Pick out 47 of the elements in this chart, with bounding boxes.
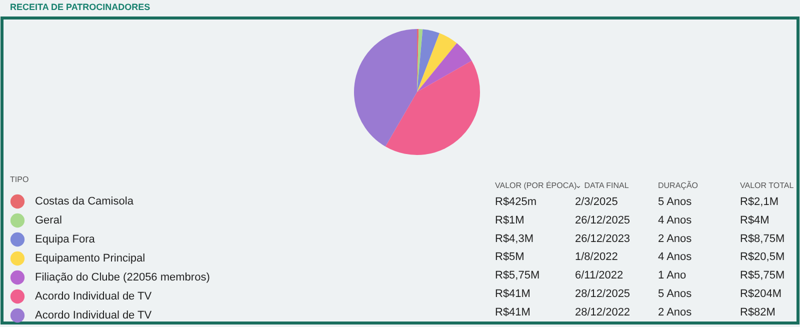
text: ⌄ DATA FINAL xyxy=(575,181,630,190)
legend-label: Equipa Fora xyxy=(35,234,96,246)
data-label: R$4,3M xyxy=(495,232,534,245)
legend-label: Costas da Camisola xyxy=(35,196,134,208)
text: 2 Anos xyxy=(658,232,692,245)
text: 6/11/2022 xyxy=(575,270,624,282)
data-label: R$5,75M xyxy=(495,270,540,282)
text: 2/3/2025 xyxy=(575,196,618,208)
text: 4 Anos xyxy=(658,251,692,264)
legend-label: Acordo Individual de TV xyxy=(35,310,152,322)
text: 2 Anos xyxy=(658,306,692,318)
chart-title: RECEITA DE PATROCINADORES xyxy=(10,2,150,12)
text: R$5,75M xyxy=(740,270,785,282)
text: R$4M xyxy=(740,214,770,226)
data-label: R$425m xyxy=(495,196,537,208)
text: 1 Ano xyxy=(658,270,686,282)
text: 4 Anos xyxy=(658,214,692,226)
text: 1/8/2022 xyxy=(575,251,618,264)
data-label: R$1M xyxy=(495,214,524,226)
pie-slice xyxy=(417,43,472,92)
legend-label: Equipamento Principal xyxy=(35,252,146,264)
text: 28/12/2022 xyxy=(575,306,630,318)
pie-slice xyxy=(417,29,440,92)
text: 26/12/2025 xyxy=(575,214,630,226)
text: 28/12/2025 xyxy=(575,288,630,300)
text: VALOR TOTAL xyxy=(740,181,794,190)
legend-label: Acordo Individual de TV xyxy=(35,290,152,302)
text: 26/12/2023 xyxy=(575,232,630,245)
text: 5 Anos xyxy=(658,288,692,300)
pie-slice xyxy=(354,29,417,146)
pie-slice xyxy=(417,29,423,92)
pie-slice xyxy=(417,33,457,92)
legend-title: TIPO xyxy=(10,175,29,184)
text: DURAÇÃO xyxy=(658,180,698,190)
text: R$8,75M xyxy=(740,232,785,245)
data-label: R$5M xyxy=(495,251,524,264)
legend-label: Geral xyxy=(35,214,62,226)
text: R$2,1M xyxy=(740,196,779,208)
legend-label: Filiação do Clube (22056 membros) xyxy=(35,272,210,284)
text: VALOR (POR ÉPOCA) xyxy=(495,181,577,190)
pie-slice xyxy=(385,60,480,155)
text: R$20,5M xyxy=(740,251,785,264)
text: 5 Anos xyxy=(658,196,692,208)
text: R$204M xyxy=(740,288,782,300)
data-label: R$41M xyxy=(495,288,530,300)
data-label: R$41M xyxy=(495,306,530,318)
text: R$82M xyxy=(740,306,776,318)
